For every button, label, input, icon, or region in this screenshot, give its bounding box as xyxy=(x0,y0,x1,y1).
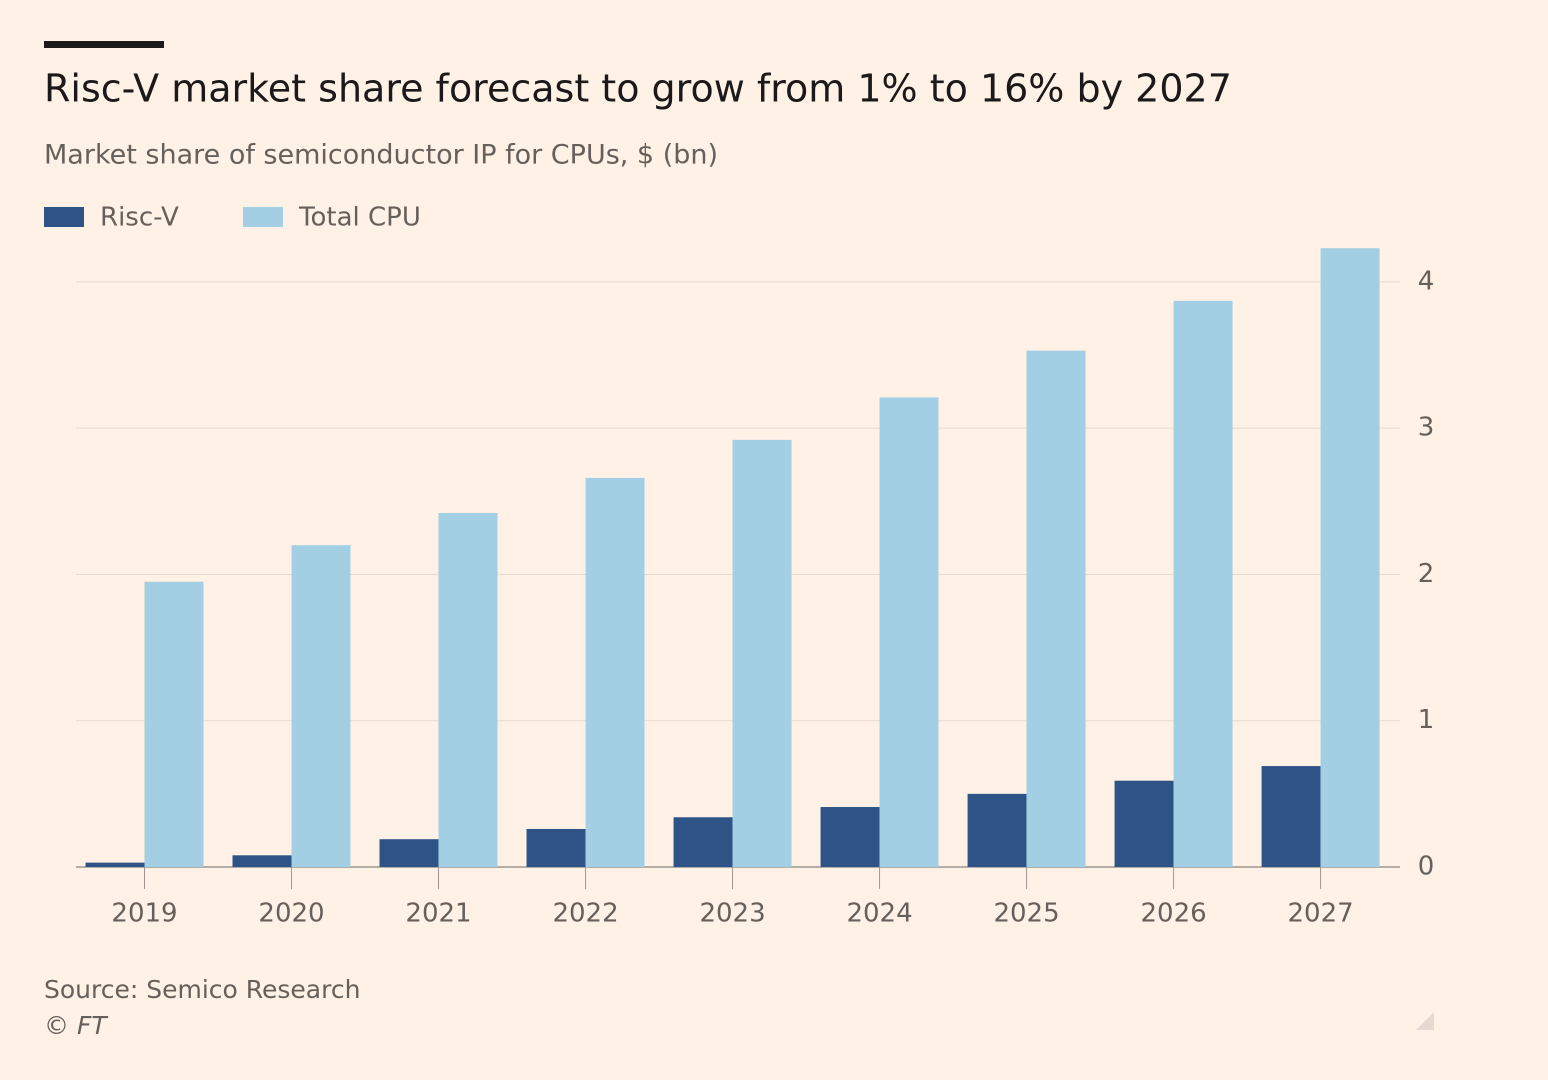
y-tick-label: 3 xyxy=(1418,413,1435,443)
y-tick-label: 1 xyxy=(1418,705,1435,735)
x-tick-label: 2020 xyxy=(258,899,324,929)
x-tick-label: 2025 xyxy=(993,899,1059,929)
bar xyxy=(879,397,939,867)
legend-swatch xyxy=(44,207,84,227)
legend-swatch xyxy=(243,207,283,227)
bar xyxy=(1261,766,1321,867)
bar xyxy=(1320,248,1380,868)
bar xyxy=(1173,300,1233,867)
bar xyxy=(732,439,792,867)
chart-subtitle: Market share of semiconductor IP for CPU… xyxy=(44,140,718,171)
bar xyxy=(526,828,586,867)
x-tick-label: 2023 xyxy=(699,899,765,929)
x-tick-label: 2024 xyxy=(846,899,912,929)
bar xyxy=(1114,780,1174,867)
bar xyxy=(820,807,880,867)
bar xyxy=(291,545,351,867)
bar xyxy=(673,817,733,867)
bar xyxy=(379,839,439,867)
x-tick-label: 2022 xyxy=(552,899,618,929)
x-tick-label: 2026 xyxy=(1140,899,1206,929)
x-tick-label: 2027 xyxy=(1288,899,1354,929)
credit: © FT xyxy=(44,1011,108,1040)
bar xyxy=(585,477,645,867)
title-rule xyxy=(44,41,164,48)
chart-title: Risc-V market share forecast to grow fro… xyxy=(44,67,1232,111)
source: Source: Semico Research xyxy=(44,975,360,1004)
bar xyxy=(232,855,292,867)
legend-label: Total CPU xyxy=(298,203,421,233)
corner-icon xyxy=(1416,1012,1434,1030)
bar xyxy=(85,862,145,867)
x-tick-label: 2021 xyxy=(405,899,471,929)
bar xyxy=(144,581,204,867)
bar xyxy=(967,793,1027,867)
y-tick-label: 4 xyxy=(1418,266,1435,296)
bar xyxy=(1026,350,1086,867)
bar xyxy=(438,513,498,867)
y-tick-label: 2 xyxy=(1418,559,1435,589)
x-tick-label: 2019 xyxy=(111,899,177,929)
y-tick-label: 0 xyxy=(1418,852,1435,882)
legend-label: Risc-V xyxy=(100,203,179,233)
